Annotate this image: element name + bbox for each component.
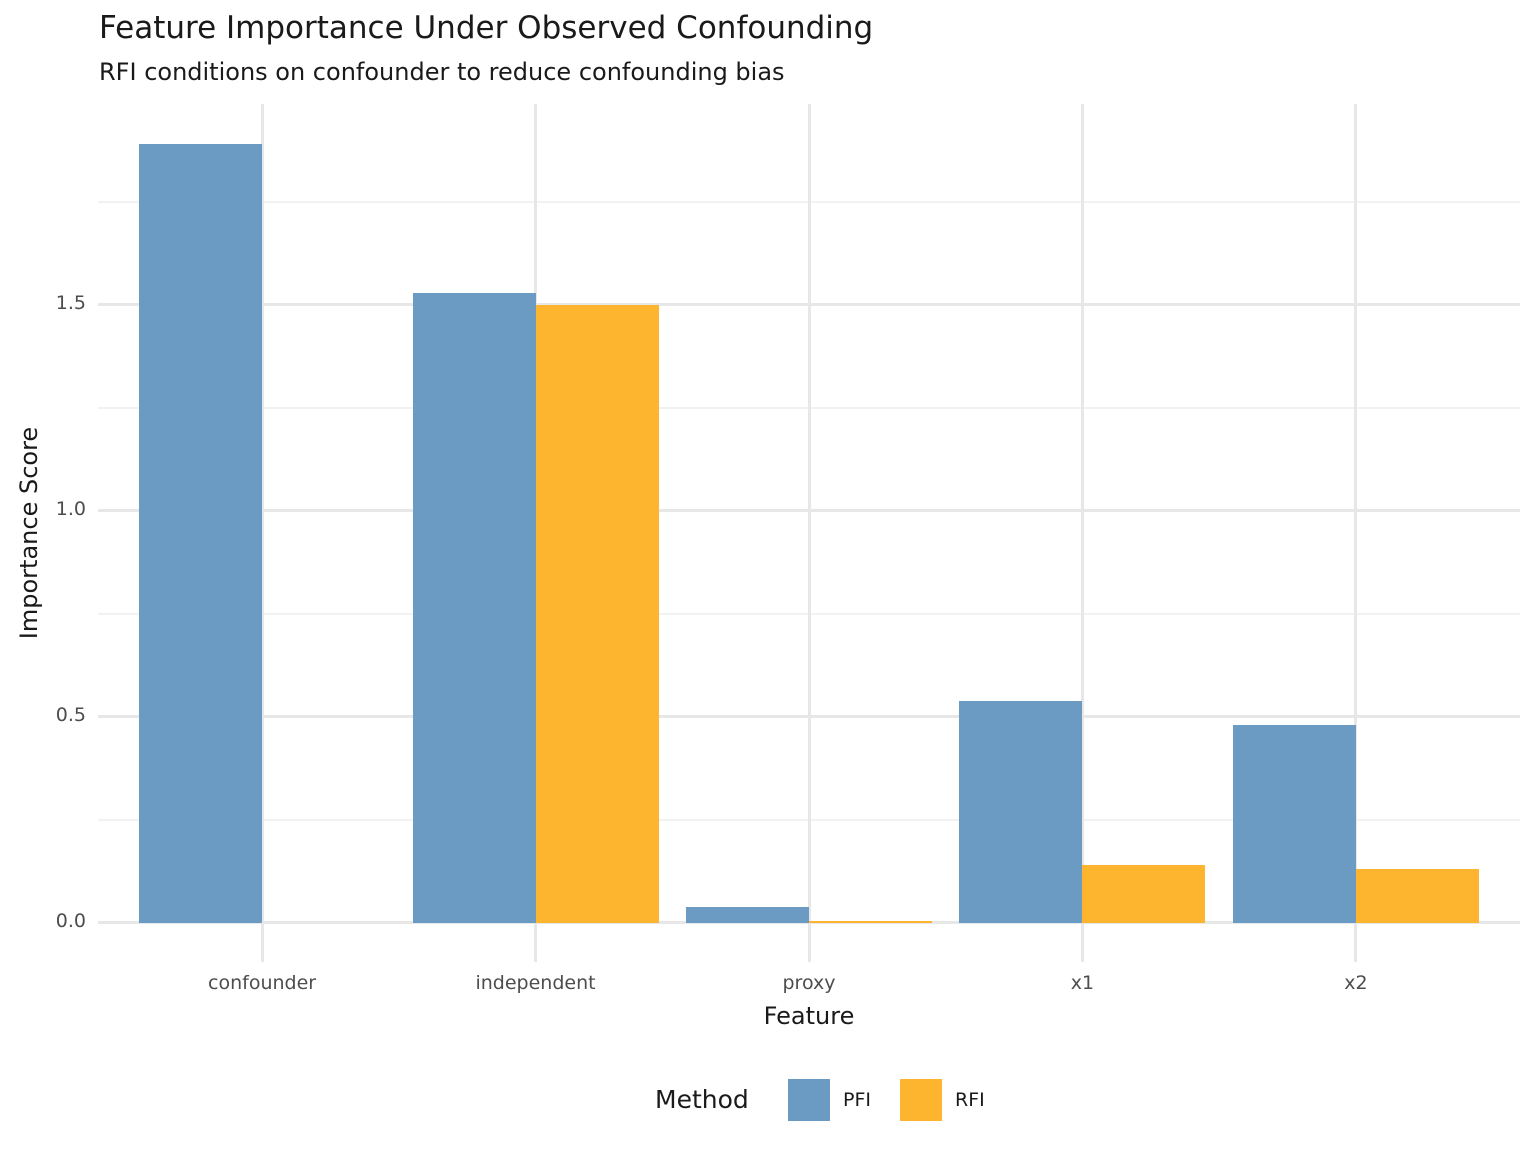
x-tick-label-confounder: confounder	[208, 972, 317, 994]
legend-title: Method	[655, 1085, 749, 1114]
legend-label-rfi: RFI	[955, 1089, 985, 1111]
x-axis-title: Feature	[763, 1002, 855, 1030]
bar-pfi-confounder	[139, 144, 263, 923]
bar-pfi-independent	[412, 293, 536, 923]
x-tick-label-proxy: proxy	[782, 972, 836, 994]
gridline-x-x1	[1080, 104, 1084, 962]
x-tick-label-independent: independent	[475, 972, 596, 994]
bar-pfi-proxy	[686, 907, 809, 923]
plot-panel	[98, 104, 1520, 962]
y-tick-label-1.5: 1.5	[55, 291, 86, 314]
bar-pfi-x2	[1232, 725, 1356, 923]
bar-pfi-x1	[959, 701, 1083, 923]
gridline-x-confounder	[260, 104, 264, 962]
gridline-x-proxy	[807, 104, 811, 962]
y-tick-label-1.0: 1.0	[55, 497, 86, 520]
legend-swatch-pfi	[788, 1079, 830, 1121]
chart-subtitle: RFI conditions on confounder to reduce c…	[99, 58, 785, 86]
legend-swatch-rfi	[900, 1079, 942, 1121]
y-tick-label-0.5: 0.5	[55, 703, 86, 726]
x-tick-label-x1: x1	[1070, 972, 1095, 994]
x-tick-label-x2: x2	[1344, 972, 1368, 994]
gridline-x-x2	[1354, 104, 1358, 962]
y-tick-label-0.0: 0.0	[55, 909, 86, 932]
bar-rfi-independent	[535, 305, 659, 923]
bar-rfi-proxy	[809, 921, 932, 923]
y-axis-title: Importance Score	[15, 426, 43, 640]
chart-title: Feature Importance Under Observed Confou…	[99, 10, 874, 46]
legend-label-pfi: PFI	[843, 1089, 871, 1111]
bar-rfi-x1	[1082, 865, 1206, 923]
bar-rfi-x2	[1355, 869, 1479, 923]
